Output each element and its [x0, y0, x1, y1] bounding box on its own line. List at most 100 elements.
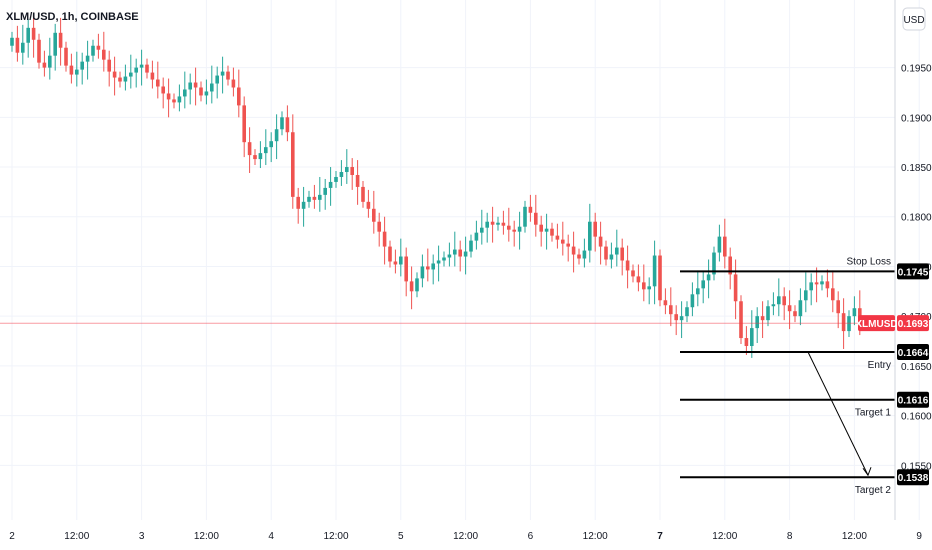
candle-body [150, 72, 155, 80]
candle-body [91, 45, 95, 56]
last-price-label: 0.1693 [898, 319, 929, 330]
candle-body [145, 64, 149, 73]
candle-body [577, 254, 581, 259]
candle-body [760, 316, 765, 321]
candle-body [534, 212, 538, 225]
candle-body [755, 316, 759, 329]
candle-body [237, 87, 241, 106]
candle-body [436, 260, 441, 264]
candle-body [787, 305, 792, 312]
candle-body [463, 251, 468, 257]
level-badge [897, 343, 929, 360]
candle-body [771, 304, 776, 307]
candle-body [690, 294, 695, 308]
y-tick-label: 0.1950 [901, 64, 932, 75]
trade-levels: Stop Loss Entry Target 1 Target 2 [0, 256, 895, 496]
candle-body [782, 296, 786, 306]
candle-body [501, 222, 506, 226]
candles [10, 12, 862, 358]
candle-body [777, 296, 781, 305]
candle-body [766, 306, 770, 321]
x-tick-label: 3 [139, 531, 145, 542]
candle-body [96, 45, 101, 50]
candle-body [679, 316, 684, 321]
candle-body [620, 247, 624, 261]
candle-body [123, 76, 128, 82]
candle-body [809, 282, 813, 291]
candle-body [674, 314, 678, 321]
candle-body [253, 155, 257, 160]
candle-body [831, 288, 835, 301]
candle-body [285, 117, 290, 133]
x-tick-label: 12:00 [194, 531, 219, 542]
y-tick-label: 0.1900 [901, 113, 932, 124]
candle-body [717, 236, 722, 253]
candle-body [615, 247, 619, 255]
level-name: Target 1 [855, 408, 892, 419]
candle-body [334, 176, 338, 182]
time-axis: 2 12:00 3 12:00 4 12:00 5 12:00 6 12:00 7 12:00 8 12:… [9, 531, 922, 542]
price-axis: 0.19500.19000.18500.18000.17500.17000.16… [855, 64, 932, 486]
candle-body [345, 167, 349, 173]
currency-button[interactable]: USD [902, 7, 926, 31]
candle-body [652, 255, 657, 287]
symbol-badge [858, 315, 895, 332]
candle-body [58, 32, 63, 48]
candle-body [847, 316, 851, 332]
candle-body [409, 281, 414, 292]
level-badge-label: 0.1745 [898, 267, 929, 278]
candle-body [226, 71, 230, 80]
candle-body [258, 153, 263, 160]
grid [0, 0, 920, 520]
x-tick-label: 12:00 [323, 531, 348, 542]
candle-body [204, 91, 209, 96]
candle-body [269, 141, 273, 148]
candle-body [366, 201, 371, 209]
candle-body [48, 55, 52, 68]
x-tick-label: 12:00 [842, 531, 867, 542]
level-name: Stop Loss [847, 256, 891, 267]
candle-body [582, 250, 587, 259]
candle-body [820, 281, 824, 285]
candle-body [544, 228, 549, 232]
candle-body [555, 235, 560, 240]
candle-body [496, 222, 500, 225]
last-price-badge [897, 315, 929, 332]
y-tick-label: 0.1800 [901, 213, 932, 224]
candle-body [399, 256, 403, 265]
candle-body [183, 89, 187, 97]
candle-body [139, 64, 144, 68]
candle-body [166, 93, 171, 100]
candle-body [388, 246, 392, 262]
x-tick-label: 5 [398, 531, 404, 542]
candle-body [696, 288, 700, 295]
x-tick-label: 12:00 [712, 531, 737, 542]
candle-body [426, 266, 430, 270]
candle-body [852, 308, 857, 317]
candle-body [274, 129, 279, 142]
candle-body [31, 27, 36, 40]
candle-body [296, 196, 300, 209]
candle-body [156, 79, 160, 87]
projection-line [807, 351, 869, 476]
candle-body [393, 261, 398, 265]
candle-body [172, 99, 176, 103]
candle-body [636, 276, 641, 283]
candle-body [291, 132, 295, 197]
candle-body [609, 254, 614, 260]
x-tick-label: 7 [657, 531, 663, 542]
level-badge [897, 469, 929, 486]
level-badge-label: 0.1538 [898, 473, 929, 484]
x-tick-label: 12:00 [453, 531, 478, 542]
candle-body [53, 32, 57, 56]
candle-body [420, 266, 425, 279]
candle-body [528, 206, 533, 213]
candle-body [566, 243, 570, 247]
candle-body [134, 67, 138, 73]
candle-body [415, 278, 419, 292]
candle-body [69, 65, 74, 75]
candle-body [210, 83, 214, 92]
candle-body [642, 282, 646, 290]
candle-body [301, 201, 306, 209]
